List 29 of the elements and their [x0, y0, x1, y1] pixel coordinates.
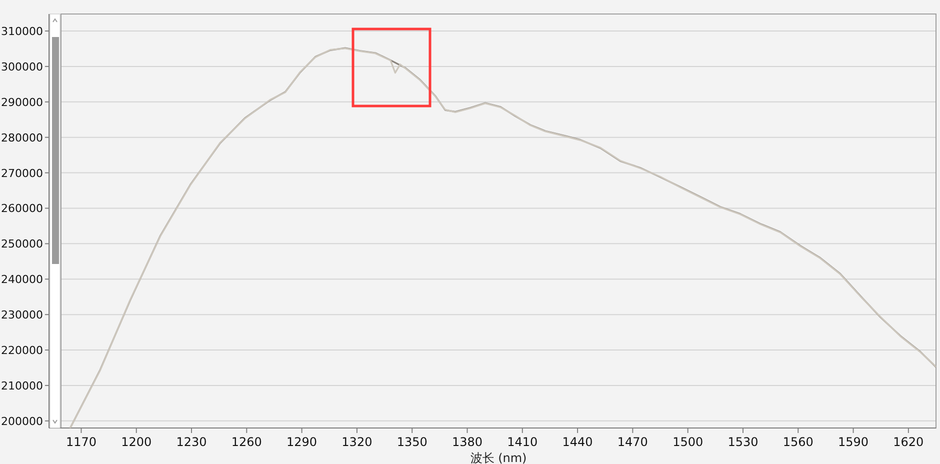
x-tick-label: 1350 — [396, 435, 428, 449]
x-axis-title: 波长 (nm) — [470, 451, 527, 464]
y-tick-label: 200000 — [1, 414, 43, 428]
x-tick-label: 1440 — [562, 435, 593, 449]
x-tick-label: 1530 — [728, 435, 758, 449]
y-tick-label: 270000 — [1, 166, 43, 180]
y-tick-label: 230000 — [1, 308, 43, 322]
x-tick-label: 1260 — [231, 435, 262, 449]
y-tick-label: 290000 — [1, 96, 43, 109]
y-tick-label: 300000 — [1, 60, 43, 74]
x-tick-label: 1230 — [176, 435, 207, 449]
x-tick-label: 1200 — [121, 435, 152, 449]
x-tick-label: 1470 — [617, 435, 648, 449]
x-tick-label: 1320 — [342, 435, 372, 449]
x-tick-label: 1380 — [452, 435, 483, 449]
y-tick-label: 220000 — [1, 344, 43, 358]
y-tick-label: 280000 — [1, 131, 43, 144]
x-tick-label: 1590 — [838, 435, 869, 449]
y-tick-label: 240000 — [1, 273, 43, 286]
y-tick-label: 250000 — [1, 238, 43, 251]
x-tick-label: 1290 — [286, 435, 318, 449]
x-tick-label: 1620 — [893, 435, 924, 449]
y-tick-label: 310000 — [1, 25, 43, 38]
y-tick-label: 210000 — [1, 379, 43, 392]
x-tick-label: 1410 — [507, 435, 538, 449]
x-tick-label: 1560 — [782, 435, 814, 449]
y-tick-label: 260000 — [1, 202, 43, 216]
x-tick-label: 1170 — [66, 435, 96, 449]
x-tick-label: 1500 — [672, 435, 704, 449]
